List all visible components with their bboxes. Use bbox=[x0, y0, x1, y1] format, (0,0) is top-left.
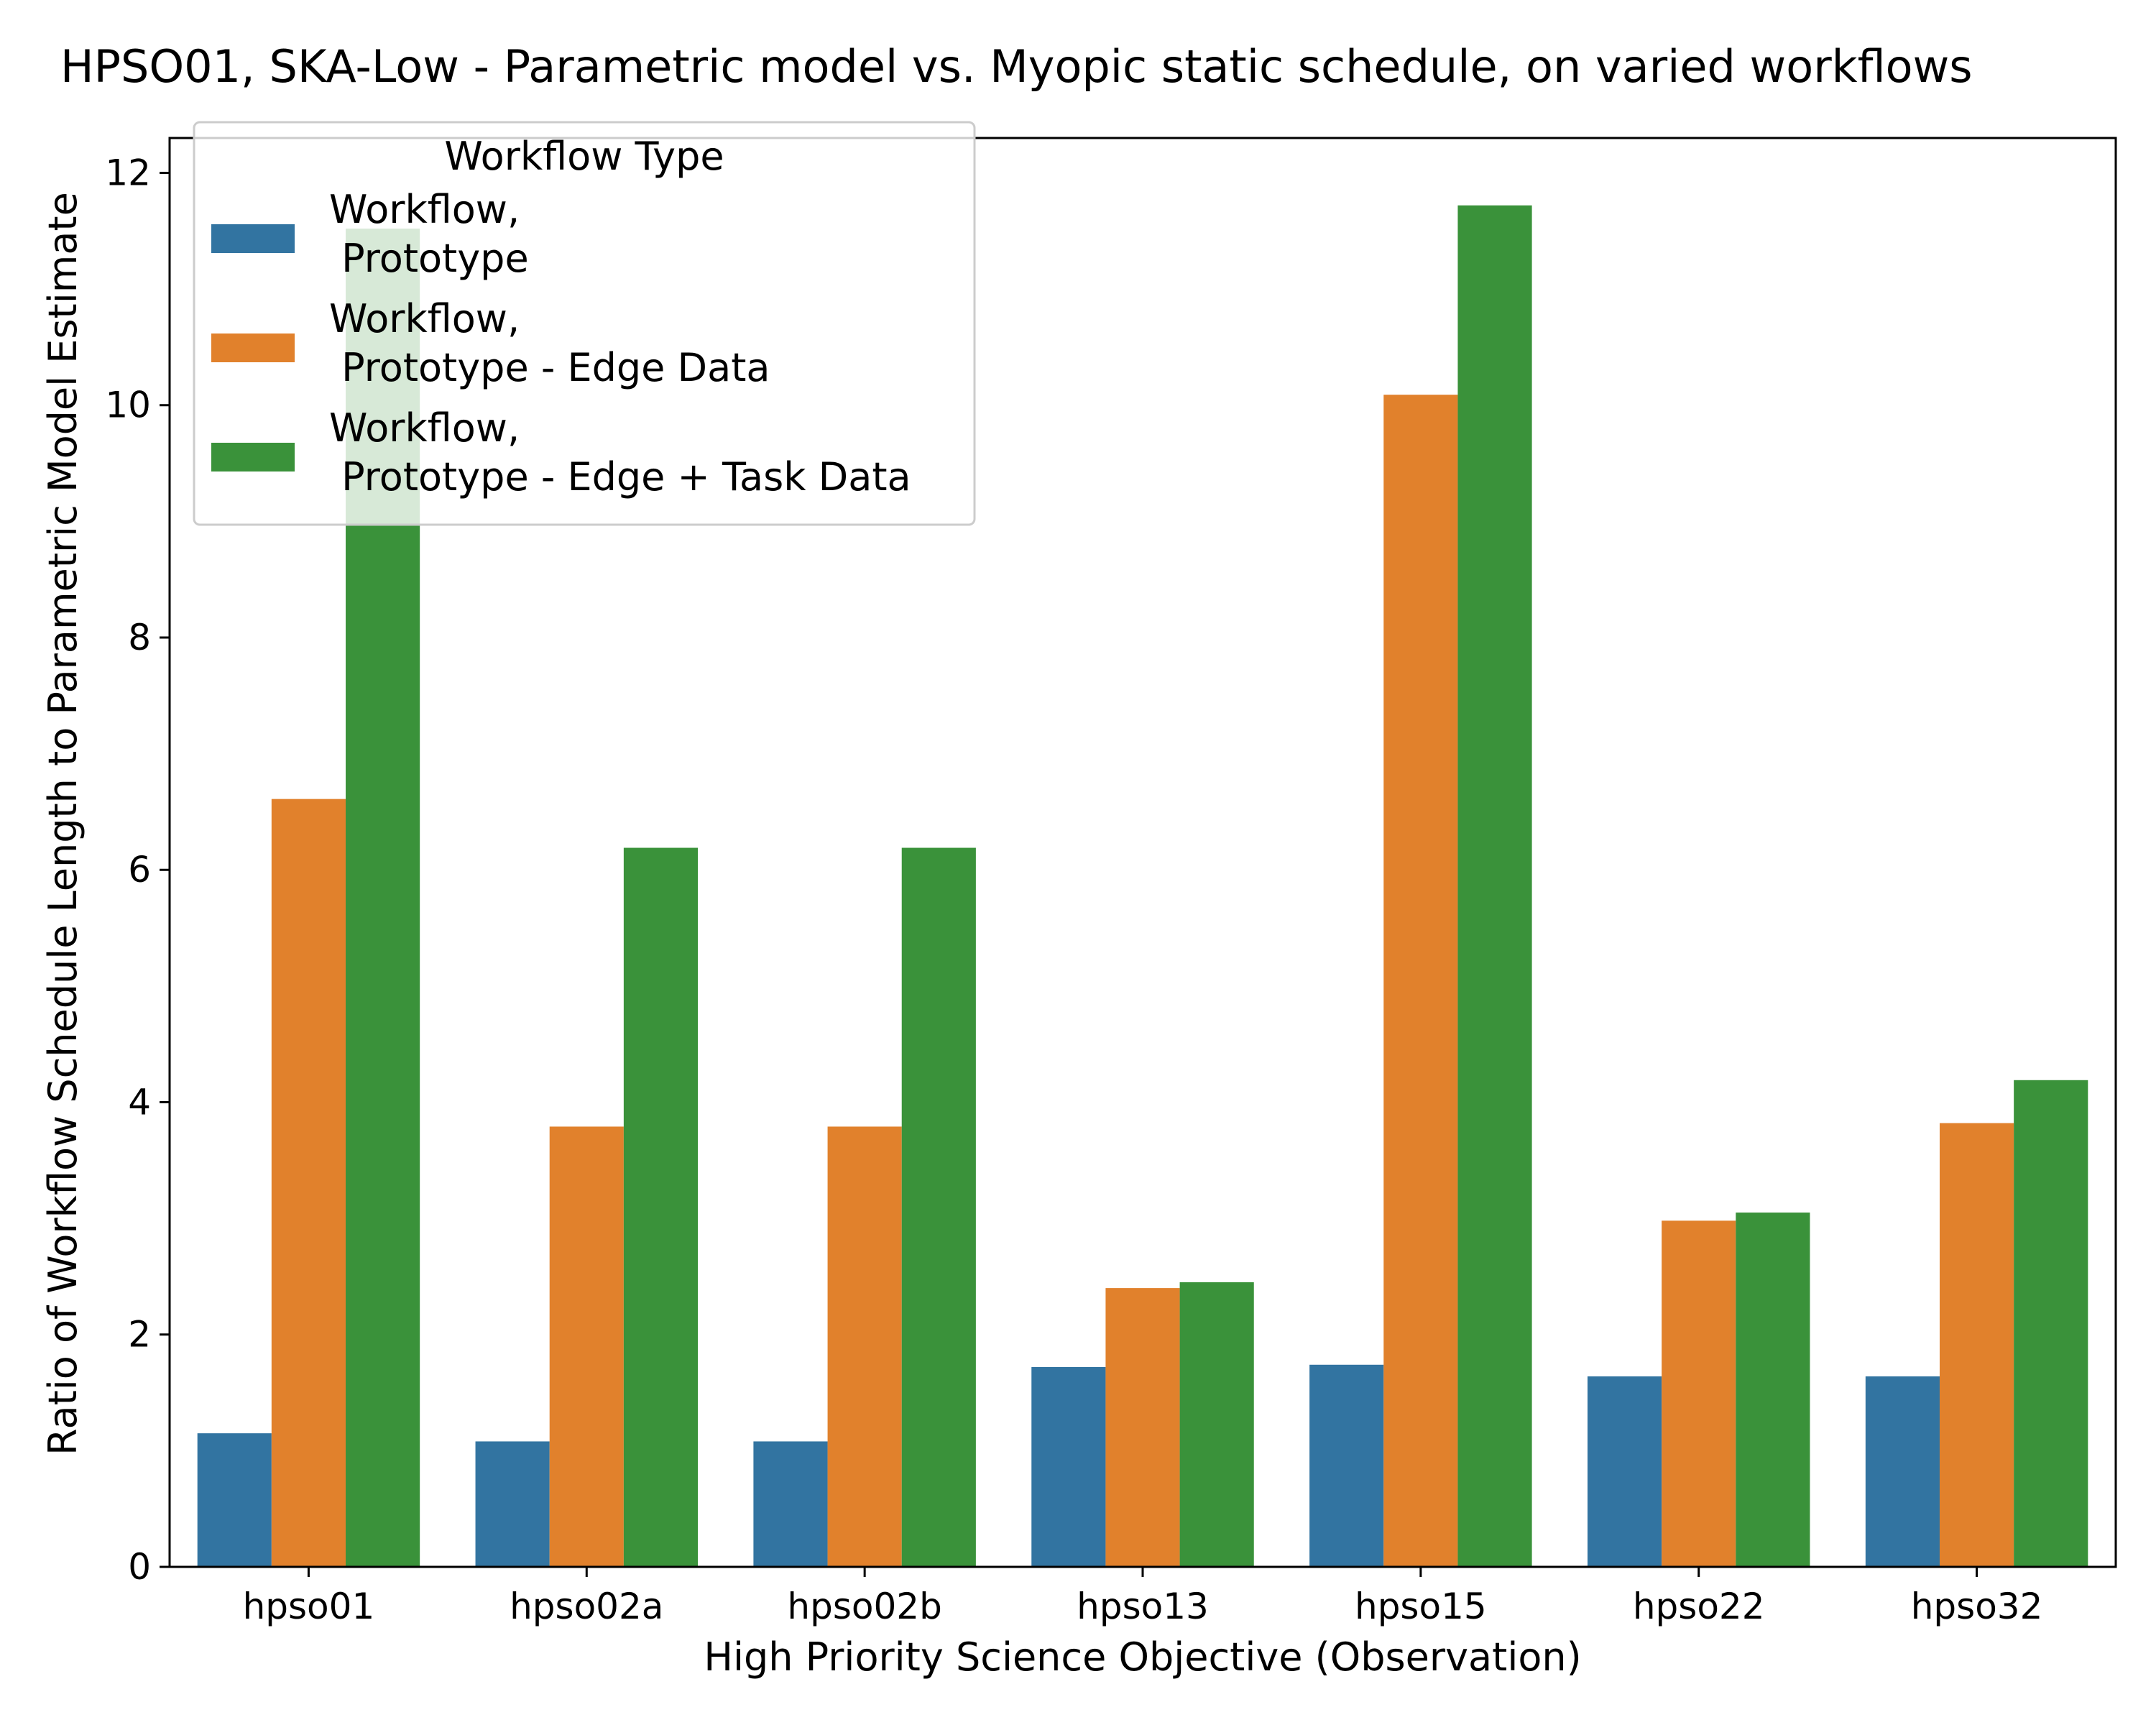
bar-hpso13-series-3 bbox=[1179, 1282, 1254, 1567]
x-tick-label: hpso32 bbox=[1911, 1586, 2043, 1627]
bar-hpso22-series-2 bbox=[1662, 1220, 1736, 1567]
legend-label-3: Workflow, Prototype - Edge + Task Data bbox=[329, 405, 911, 500]
y-tick-label: 12 bbox=[105, 152, 151, 193]
bars-group bbox=[197, 205, 2088, 1567]
legend: Workflow Type Workflow, PrototypeWorkflo… bbox=[193, 121, 976, 526]
x-tick-label: hpso01 bbox=[243, 1586, 375, 1627]
bar-hpso32-series-1 bbox=[1865, 1376, 1940, 1567]
x-tick-label: hpso22 bbox=[1633, 1586, 1765, 1627]
y-tick-label: 10 bbox=[105, 385, 151, 426]
y-tick-label: 6 bbox=[128, 849, 151, 891]
y-axis: 0 2 4 6 8 10 12 bbox=[105, 152, 170, 1588]
legend-title: Workflow Type bbox=[444, 134, 724, 179]
bar-hpso02a-series-3 bbox=[623, 847, 699, 1567]
legend-box bbox=[193, 121, 976, 526]
x-tick-label: hpso15 bbox=[1355, 1586, 1487, 1627]
y-tick-label: 8 bbox=[128, 617, 151, 658]
x-tick-label: hpso13 bbox=[1077, 1586, 1209, 1627]
bar-hpso15-series-1 bbox=[1309, 1364, 1384, 1567]
y-tick-label: 4 bbox=[128, 1081, 151, 1123]
legend-swatch-1 bbox=[211, 224, 295, 253]
legend-items: Workflow, Prototype Workflow, Prototype -… bbox=[211, 187, 911, 500]
bar-hpso02b-series-2 bbox=[827, 1126, 902, 1567]
y-axis-label: Ratio of Workflow Schedule Length to Par… bbox=[40, 192, 86, 1455]
bar-hpso02b-series-3 bbox=[901, 847, 976, 1567]
legend-swatch-3 bbox=[211, 443, 295, 472]
x-axis-label: High Priority Science Objective (Observa… bbox=[704, 1634, 1581, 1680]
x-tick-label: hpso02b bbox=[787, 1586, 941, 1627]
legend-swatch-2 bbox=[211, 334, 295, 362]
y-tick-label: 2 bbox=[128, 1314, 151, 1356]
y-tick-label: 0 bbox=[128, 1546, 151, 1588]
bar-hpso13-series-1 bbox=[1031, 1367, 1106, 1567]
bar-hpso01-series-1 bbox=[197, 1433, 272, 1567]
bar-hpso15-series-3 bbox=[1457, 205, 1532, 1567]
x-axis: hpso01 hpso02a hpso02b hpso13 hpso15 hpso22 hp… bbox=[243, 1567, 2043, 1627]
x-tick-label: hpso02a bbox=[510, 1586, 663, 1627]
legend-label-1: Workflow, Prototype bbox=[329, 187, 529, 281]
plot-frame bbox=[168, 137, 2117, 1568]
bar-hpso02a-series-1 bbox=[475, 1441, 550, 1567]
bar-hpso02a-series-2 bbox=[549, 1126, 624, 1567]
legend-label-2: Workflow, Prototype - Edge Data bbox=[329, 296, 770, 390]
bar-hpso15-series-2 bbox=[1383, 395, 1458, 1567]
chart-title: HPSO01, SKA-Low - Parametric model vs. M… bbox=[60, 40, 1973, 93]
bar-hpso13-series-2 bbox=[1105, 1288, 1180, 1567]
bar-hpso01-series-2 bbox=[271, 799, 346, 1567]
bar-hpso22-series-3 bbox=[1736, 1213, 1810, 1567]
bar-hpso02b-series-1 bbox=[753, 1441, 828, 1567]
bar-hpso32-series-3 bbox=[2014, 1080, 2088, 1567]
bar-hpso32-series-2 bbox=[1939, 1123, 2014, 1567]
bar-hpso22-series-1 bbox=[1587, 1376, 1662, 1567]
